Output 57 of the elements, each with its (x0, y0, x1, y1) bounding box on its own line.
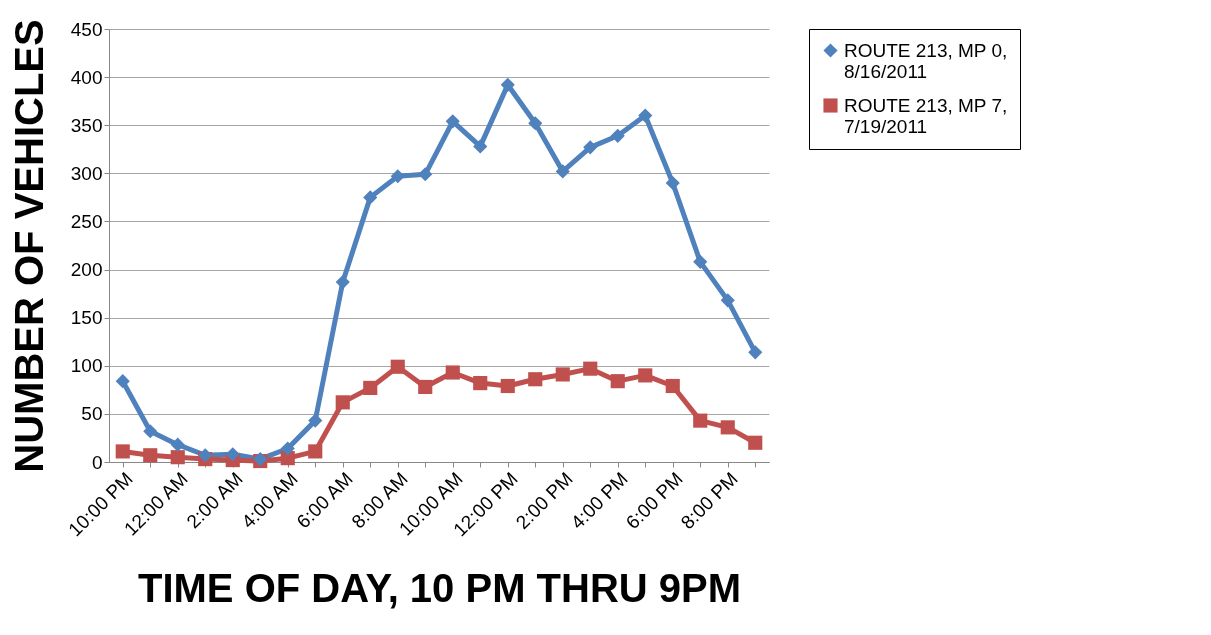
point (308, 413, 323, 428)
point (583, 140, 598, 155)
point (418, 167, 433, 182)
y-axis-title: NUMBER OF VEHICLES (6, 19, 51, 473)
y-tick-label: 50 (81, 403, 103, 425)
point (390, 169, 405, 184)
point (638, 108, 653, 123)
legend-label: ROUTE 213, MP 7, 7/19/2011 (844, 94, 1008, 137)
point (170, 437, 185, 452)
point (555, 164, 570, 179)
x-axis-title: TIME OF DAY, 10 PM THRU 9PM (137, 566, 742, 611)
y-tick-label: 200 (70, 259, 103, 281)
point (225, 447, 240, 462)
point (390, 359, 405, 374)
point (748, 345, 763, 360)
y-tick-label: 0 (91, 451, 103, 473)
point (115, 374, 130, 389)
point (583, 361, 598, 376)
y-tick-label: 450 (70, 18, 103, 40)
point (555, 367, 570, 382)
point (500, 77, 515, 92)
point (445, 365, 460, 380)
point (720, 293, 735, 308)
point (445, 114, 460, 129)
point (693, 254, 708, 269)
point (143, 448, 158, 463)
point (363, 380, 378, 395)
point (473, 139, 488, 154)
y-tick-label: 350 (70, 114, 103, 136)
point (665, 378, 680, 394)
point (693, 413, 708, 428)
point (473, 376, 488, 391)
point (610, 128, 625, 143)
y-tick-label: 400 (70, 66, 103, 88)
y-tick-label: 300 (70, 162, 103, 184)
point (748, 435, 763, 450)
point (638, 368, 653, 383)
point (335, 395, 350, 410)
point (170, 450, 185, 465)
point (528, 116, 543, 131)
point (363, 190, 378, 205)
legend-label: ROUTE 213, MP 0, 8/16/2011 (844, 39, 1008, 82)
point (308, 444, 323, 459)
point (418, 379, 433, 395)
point (665, 175, 680, 191)
point (280, 441, 295, 456)
point (143, 424, 158, 439)
y-tick-label: 250 (70, 210, 103, 232)
point (198, 448, 213, 463)
point (720, 420, 735, 435)
point (528, 372, 543, 387)
y-tick-label: 150 (70, 307, 103, 329)
point (335, 274, 350, 290)
point (115, 444, 130, 459)
point (610, 374, 625, 389)
y-tick-label: 100 (70, 355, 103, 377)
point (500, 378, 515, 394)
